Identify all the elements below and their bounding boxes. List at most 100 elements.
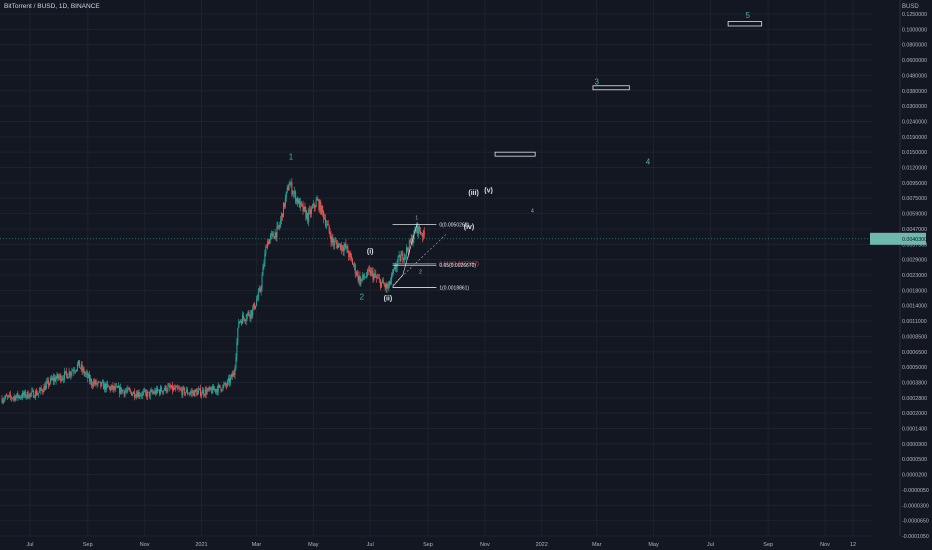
candle-body (14, 396, 16, 401)
y-tick-label: 0.0002000 (902, 411, 927, 417)
candle-body (305, 209, 307, 219)
candle-body (384, 284, 386, 288)
current-price-badge (870, 232, 926, 245)
candle-body (214, 389, 216, 392)
candle-body (222, 385, 224, 390)
candle-body (162, 390, 164, 393)
wave-path (392, 224, 418, 288)
candle-body (48, 380, 50, 386)
candle-body (147, 391, 149, 393)
candle-body (286, 187, 288, 192)
candle-body (36, 393, 38, 396)
candle-body (114, 386, 116, 389)
candle-body (263, 264, 265, 267)
candle-body (330, 235, 332, 243)
candle-body (280, 219, 282, 225)
candle-body (79, 367, 81, 369)
candle-body (371, 270, 373, 272)
candle-body (323, 211, 325, 219)
minor-wave-label: 1 (415, 216, 418, 222)
candle-body (298, 199, 300, 208)
primary-wave-label: 1 (289, 152, 294, 161)
candle-body (254, 303, 256, 309)
y-tick-label: -0.0001050 (902, 534, 929, 540)
candle-body (5, 395, 7, 398)
candle-body (112, 385, 114, 390)
candle-body (33, 390, 35, 398)
price-axis[interactable]: 0.1250000 0.1000000 0.0800000 0.0600000 0.04… (870, 0, 929, 540)
candle-body (12, 397, 14, 399)
candle-body (215, 389, 217, 392)
y-tick-label: -0.0000050 (902, 488, 929, 494)
candle-body (68, 371, 70, 378)
candle-body (156, 388, 158, 394)
candle-body (16, 393, 18, 397)
candle-body (210, 387, 212, 390)
candle-body (225, 383, 227, 386)
candle-body (287, 187, 289, 191)
candle-body (379, 279, 381, 288)
y-tick-label: 0.0014000 (902, 304, 927, 310)
candle-body (143, 391, 145, 393)
candle-body (25, 396, 27, 398)
candle-body (180, 389, 182, 390)
candle-body (55, 378, 57, 382)
candle-body (351, 255, 353, 260)
candle-body (213, 386, 215, 390)
candle-body (30, 393, 32, 394)
candle-body (321, 206, 323, 214)
candle-body (308, 210, 310, 222)
fib-label: 0.65(0.0026670) (439, 263, 476, 269)
candle-body (248, 311, 250, 316)
y-tick-label: -0.0000300 (902, 503, 929, 509)
candle-body (282, 202, 284, 218)
candle-body (218, 385, 220, 386)
candle-body (396, 260, 398, 268)
candle-body (120, 387, 122, 393)
candle-body (95, 380, 97, 385)
candle-body (75, 370, 77, 372)
y-tick-label: 0.0480000 (902, 73, 927, 79)
candle-body (285, 191, 287, 198)
candle-body (41, 389, 43, 392)
candle-body (275, 232, 277, 238)
candle-body (238, 322, 240, 328)
y-tick-label: 0.0150000 (902, 150, 927, 156)
candle-body (339, 243, 341, 250)
candle-body (328, 224, 330, 232)
candle-body (195, 389, 197, 391)
candle-body (212, 386, 214, 394)
candle-body (237, 327, 239, 342)
candle-body (23, 391, 25, 396)
candle-body (335, 241, 337, 242)
candle-body (354, 264, 356, 274)
time-axis[interactable]: Jul Sep Nov 2021 Mar May Jul Sep Nov 2022 Mar May Ju… (26, 542, 856, 548)
x-tick-label: Sep (763, 542, 773, 548)
candle-body (357, 272, 359, 281)
candle-body (163, 389, 165, 391)
candle-body (35, 391, 37, 398)
candle-body (234, 367, 236, 375)
sub-wave-label: (v) (484, 187, 493, 194)
y-tick-label: 0.0240000 (902, 119, 927, 125)
candle-body (307, 213, 309, 222)
candle-body (269, 239, 271, 245)
candle-body (317, 199, 319, 201)
candle-body (345, 243, 347, 248)
candle-body (6, 395, 8, 397)
y-tick-label: 0.0002800 (902, 396, 927, 402)
axis-currency-label: BUSD (902, 4, 919, 10)
candle-body (230, 374, 232, 378)
candle-body (247, 311, 249, 315)
y-tick-label: 0.0001400 (902, 427, 927, 433)
candle-body (15, 396, 17, 401)
candle-body (246, 314, 248, 319)
candle-body (151, 390, 153, 393)
candle-body (290, 182, 292, 185)
candle-body (403, 259, 405, 261)
candle-body (131, 391, 133, 396)
candle-body (372, 271, 374, 280)
candle-body (387, 287, 389, 289)
candle-body (191, 391, 193, 393)
